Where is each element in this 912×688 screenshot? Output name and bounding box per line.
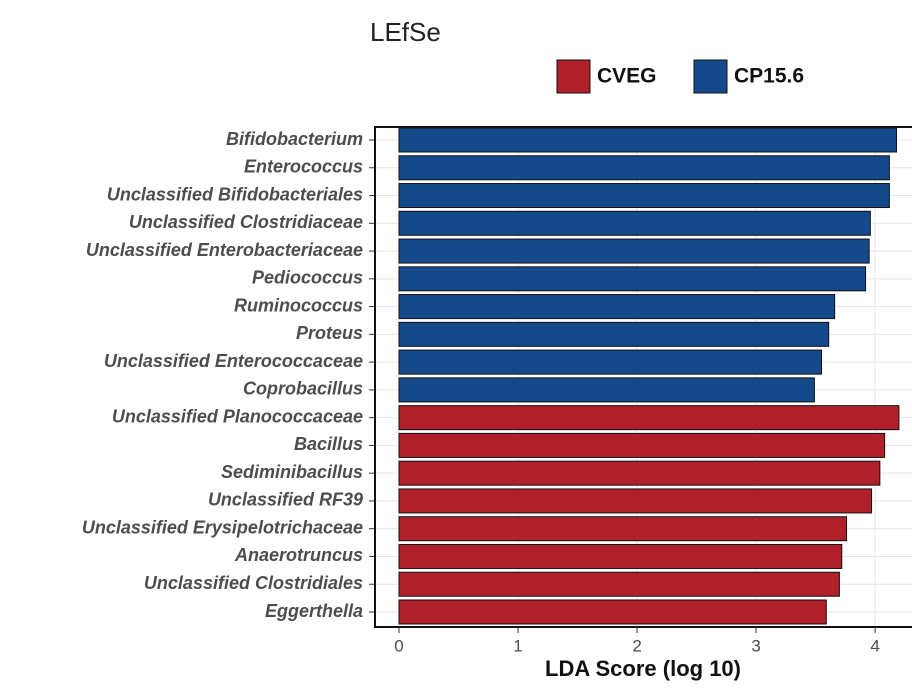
y-tick-label: Unclassified Enterobacteriaceae (86, 240, 363, 260)
y-tick-label: Unclassified Enterococcaceae (104, 351, 363, 371)
legend-swatch (556, 59, 591, 94)
axis-frame (374, 126, 912, 628)
bar (398, 543, 843, 569)
bar (398, 571, 840, 597)
bar (398, 294, 836, 320)
y-tick-label: Bacillus (294, 434, 363, 454)
y-tick-label: Unclassified Erysipelotrichaceae (82, 517, 363, 537)
x-tick-label: 0 (394, 636, 403, 655)
bar (398, 488, 873, 514)
legend-label: CVEG (597, 65, 657, 88)
bar (398, 432, 886, 458)
y-tick-label: Unclassified Clostridiales (144, 573, 363, 593)
y-tick-label: Anaerotruncus (234, 545, 363, 565)
bar (398, 349, 823, 375)
x-axis-title: LDA Score (log 10) (545, 656, 741, 681)
x-tick-label: 1 (513, 636, 522, 655)
chart-title: LEfSe (370, 17, 441, 47)
y-tick-label: Ruminococcus (234, 295, 363, 315)
y-tick-label: Unclassified RF39 (208, 490, 363, 510)
bar (398, 155, 890, 181)
y-tick-label: Pediococcus (252, 268, 363, 288)
bar (398, 238, 870, 264)
bar (398, 321, 830, 347)
legend-label: CP15.6 (734, 65, 804, 88)
y-tick-label: Sediminibacillus (221, 462, 363, 482)
y-tick-label: Unclassified Clostridiaceae (129, 212, 363, 232)
y-tick-label: Coprobacillus (243, 379, 363, 399)
x-tick-label: 3 (751, 636, 760, 655)
bar (398, 405, 900, 431)
bar (398, 516, 848, 542)
y-tick-label: Enterococcus (244, 157, 363, 177)
y-tick-label: Unclassified Bifidobacteriales (107, 184, 363, 204)
bar (398, 210, 871, 236)
bar (398, 266, 867, 292)
y-tick-label: Eggerthella (265, 601, 363, 621)
x-tick-label: 4 (870, 636, 879, 655)
bar (398, 460, 881, 486)
y-tick-label: Proteus (296, 323, 363, 343)
bar (398, 127, 898, 153)
bar (398, 599, 827, 625)
y-tick-label: Bifidobacterium (226, 129, 363, 149)
x-tick-label: 2 (632, 636, 641, 655)
bar (398, 377, 815, 403)
y-tick-label: Unclassified Planococcaceae (112, 406, 363, 426)
bar (398, 183, 890, 209)
legend-swatch (693, 59, 728, 94)
